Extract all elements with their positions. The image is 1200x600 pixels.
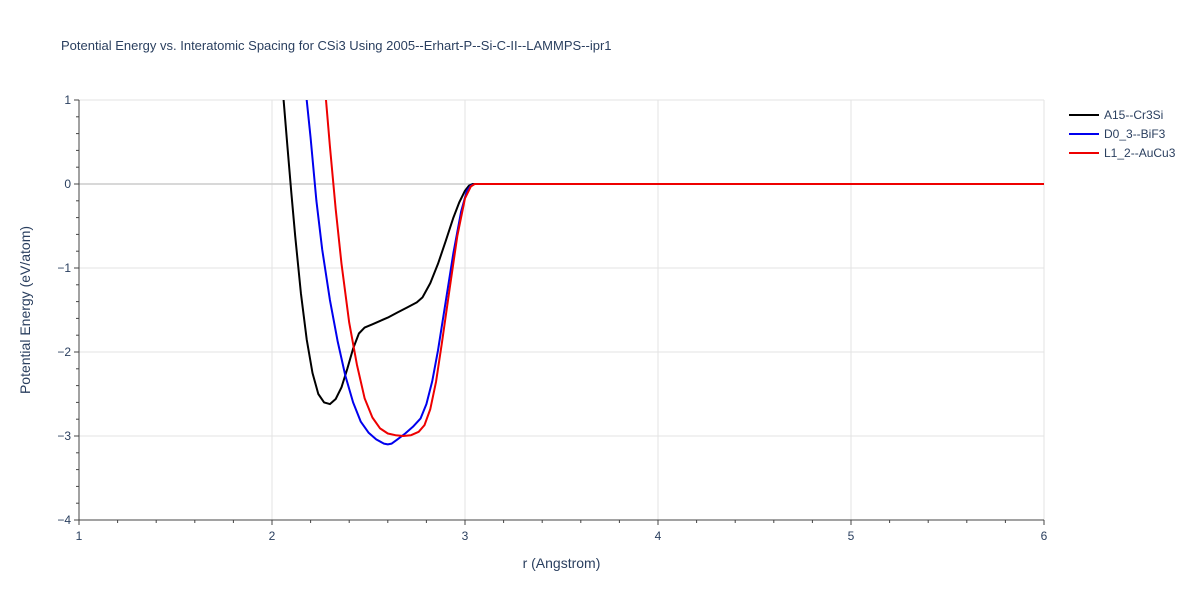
x-tick-label: 1 bbox=[76, 529, 83, 543]
x-tick-label: 5 bbox=[848, 529, 855, 543]
tick-layer: 1 2 3 4 5 6 −4 −3 −2 −1 0 1 bbox=[57, 93, 1047, 543]
grid-layer bbox=[79, 99, 1045, 520]
x-tick-label: 4 bbox=[655, 529, 662, 543]
legend-label: L1_2--AuCu3 bbox=[1104, 146, 1176, 160]
y-tick-label: 0 bbox=[64, 177, 71, 191]
x-axis-title: r (Angstrom) bbox=[523, 555, 601, 571]
legend-item-3[interactable]: L1_2--AuCu3 bbox=[1069, 146, 1176, 160]
axis-layer bbox=[74, 99, 1045, 525]
legend-label: D0_3--BiF3 bbox=[1104, 127, 1166, 141]
y-axis-title: Potential Energy (eV/atom) bbox=[17, 226, 33, 394]
x-tick-label: 6 bbox=[1041, 529, 1048, 543]
y-tick-label: −3 bbox=[57, 429, 71, 443]
legend-label: A15--Cr3Si bbox=[1104, 108, 1163, 122]
legend[interactable]: A15--Cr3Si D0_3--BiF3 L1_2--AuCu3 bbox=[1069, 108, 1176, 160]
y-tick-label: −4 bbox=[57, 513, 71, 527]
series-line-2 bbox=[305, 100, 1044, 446]
y-tick-label: −1 bbox=[57, 261, 71, 275]
x-tick-label: 2 bbox=[269, 529, 276, 543]
legend-item-1[interactable]: A15--Cr3Si bbox=[1069, 108, 1163, 122]
legend-item-2[interactable]: D0_3--BiF3 bbox=[1069, 127, 1166, 141]
chart-title: Potential Energy vs. Interatomic Spacing… bbox=[61, 38, 612, 53]
y-tick-label: −2 bbox=[57, 345, 71, 359]
y-tick-label: 1 bbox=[64, 93, 71, 107]
x-tick-label: 3 bbox=[462, 529, 469, 543]
series-line-3 bbox=[325, 100, 1044, 437]
series-layer bbox=[282, 100, 1044, 446]
series-line-1 bbox=[282, 100, 1044, 406]
